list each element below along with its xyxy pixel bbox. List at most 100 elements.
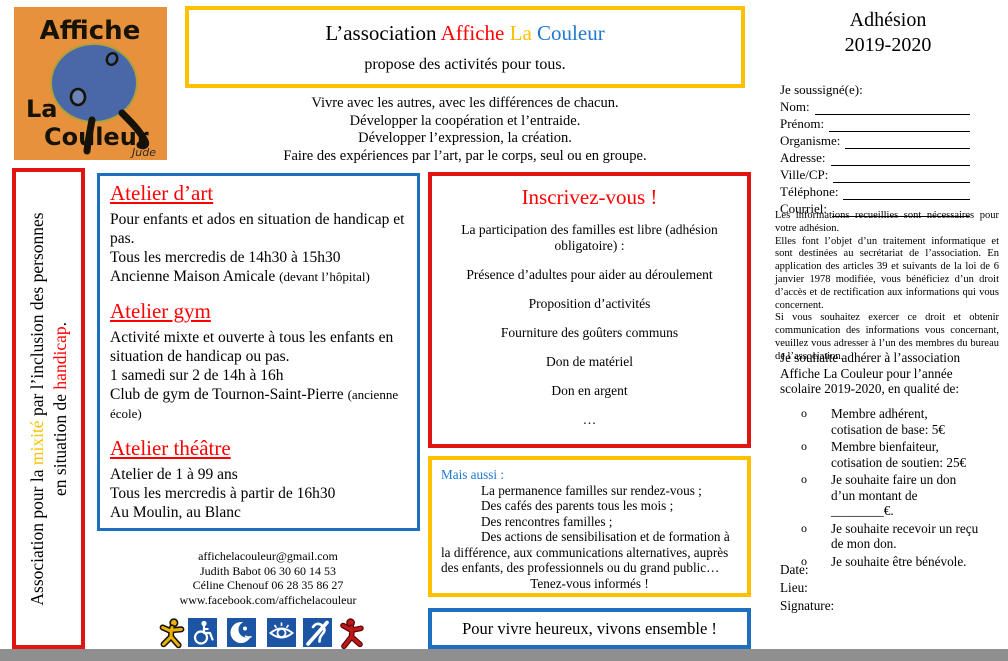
atelier-art-place: Ancienne Maison Amicale xyxy=(110,268,276,285)
mission-seg-mixite: mixité xyxy=(26,419,47,465)
field-row-adresse: Adresse: xyxy=(780,149,970,166)
field-row-organisme: Organisme: xyxy=(780,132,970,149)
contact-email: affichelacouleur@gmail.com xyxy=(198,549,338,563)
atelier-gym-line-3: Club de gym de Tournon-Saint-Pierre (anc… xyxy=(110,385,407,423)
contact-block: affichelacouleur@gmail.com Judith Babot … xyxy=(118,549,418,607)
inscription-item-7: … xyxy=(582,412,597,427)
membership-title: Adhésion 2019-2020 xyxy=(775,8,1001,58)
field-line-courriel xyxy=(831,204,970,217)
mission-seg-period: . xyxy=(49,321,70,326)
logo-word-affiche: Affiche xyxy=(40,16,141,46)
option-don: o Je souhaite faire un don d’un montant d… xyxy=(801,472,981,519)
option-text-2: Membre bienfaiteur, cotisation de soutie… xyxy=(831,439,967,470)
mais-aussi-item-3: Des rencontres familles ; xyxy=(481,513,613,529)
contact-phone-celine: Céline Chenouf 06 28 35 86 27 xyxy=(192,578,344,592)
atelier-art-line-3: Ancienne Maison Amicale (devant l’hôpita… xyxy=(110,267,407,286)
mais-aussi-item-2: Des cafés des parents tous les mois ; xyxy=(481,498,674,513)
mission-seg-4: en situation de xyxy=(49,393,70,496)
membership-options: o Membre adhérent, cotisation de base: 5€… xyxy=(801,406,981,571)
atelier-gym-line-2: 1 samedi sur 2 de 14h à 16h xyxy=(110,367,284,384)
legal-notice: Les informations recueillies sont nécess… xyxy=(775,210,999,364)
field-row-prenom: Prénom: xyxy=(780,115,970,132)
association-logo: Affiche La Couleur Jude xyxy=(14,7,167,160)
field-label-nom: Nom: xyxy=(780,99,810,114)
main-title: L’association Affiche La Couleur xyxy=(189,21,741,46)
title-part-couleur: Couleur xyxy=(537,21,605,45)
membership-form: Adhésion 2019-2020 Je soussigné(e): Nom:… xyxy=(775,0,1001,655)
title-part-affiche: Affiche xyxy=(440,21,505,45)
mais-aussi-label: Mais aussi : xyxy=(441,467,505,482)
cognitive-accessibility-icon xyxy=(227,618,256,652)
field-label-prenom: Prénom: xyxy=(780,116,825,131)
option-text-1: Membre adhérent, cotisation de base: 5€ xyxy=(831,406,945,437)
option-bullet: o xyxy=(801,472,807,486)
mission-line-1: Association pour la mixité par l’inclusi… xyxy=(26,172,49,645)
inscription-box: Inscrivez-vous ! La participation des fa… xyxy=(428,172,751,448)
option-bullet: o xyxy=(801,406,807,420)
mission-seg-3: par l’inclusion des personnes xyxy=(26,211,47,416)
mission-banner-text: Association pour la mixité par l’inclusi… xyxy=(26,172,72,645)
atelier-art-line-2: Tous les mercredis de 14h30 à 15h30 xyxy=(110,249,341,266)
atelier-gym-line-1: Activité mixte et ouverte à tous les enf… xyxy=(110,329,394,365)
field-row-telephone: Téléphone: xyxy=(780,183,970,200)
atelier-gym-place-note: (ancienne école) xyxy=(110,387,399,421)
atelier-gym-title: Atelier gym xyxy=(110,299,211,323)
atelier-theatre-line-1: Atelier de 1 à 99 ans xyxy=(110,466,238,483)
field-label-telephone: Téléphone: xyxy=(780,184,839,199)
contact-phone-judith: Judith Babot 06 30 60 14 53 xyxy=(199,563,336,578)
mission-banner: Association pour la mixité par l’inclusi… xyxy=(12,168,85,649)
mais-aussi-closing: Tenez-vous informés ! xyxy=(530,575,649,591)
option-text-5: Je souhaite être bénévole. xyxy=(831,553,967,569)
field-label-adresse: Adresse: xyxy=(780,150,826,165)
inscription-item-4: Fourniture des goûters communs xyxy=(500,325,679,340)
field-line-organisme xyxy=(845,136,970,149)
option-text-3: Je souhaite faire un don d’un montant de… xyxy=(831,472,957,518)
hearing-impairment-icon xyxy=(303,618,332,652)
atelier-gym-place: Club de gym de Tournon-Saint-Pierre xyxy=(110,386,344,403)
field-line-telephone xyxy=(843,187,970,200)
inscription-title: Inscrivez-vous ! xyxy=(521,185,658,209)
field-line-prenom xyxy=(829,119,970,132)
mais-aussi-item-1: La permanence familles sur rendez-vous ; xyxy=(481,482,702,498)
haring-figure-yellow-icon xyxy=(158,618,186,655)
option-bullet: o xyxy=(801,520,807,535)
signature-label: Signature: xyxy=(780,598,835,613)
membership-title-line-1: Adhésion xyxy=(849,9,927,31)
intro-line-3: Développer l’expression, la création. xyxy=(358,130,572,146)
mission-seg-1: Association pour la xyxy=(26,469,47,606)
bottom-gray-bar xyxy=(0,649,1008,661)
field-line-adresse xyxy=(830,153,970,166)
logo-word-la: La xyxy=(26,95,58,123)
slogan-box: Pour vivre heureux, vivons ensemble ! xyxy=(428,608,751,649)
option-text-4: Je souhaite recevoir un reçu de mon don. xyxy=(831,520,979,552)
lieu-label: Lieu: xyxy=(780,580,808,595)
option-membre-bienfaiteur: o Membre bienfaiteur, cotisation de souti… xyxy=(801,439,981,470)
atelier-theatre-title: Atelier théâtre xyxy=(110,436,231,460)
contact-facebook: www.facebook.com/affichelacouleur xyxy=(179,592,357,607)
field-row-courriel: Courriel: xyxy=(780,200,970,217)
intro-line-2: Développer la coopération et l’entraide. xyxy=(349,112,581,129)
option-membre-adherent: o Membre adhérent, cotisation de base: 5€ xyxy=(801,406,981,437)
subtitle: propose des activités pour tous. xyxy=(364,56,566,73)
atelier-art-section: Atelier d’art Pour enfants et ados en si… xyxy=(110,181,407,286)
membership-fields: Je soussigné(e): Nom: Prénom: Organisme:… xyxy=(780,82,970,217)
title-box: L’association Affiche La Couleur propose… xyxy=(185,6,745,88)
field-label-villecp: Ville/CP: xyxy=(780,167,829,182)
inscription-item-5: Don de matériel xyxy=(546,354,633,369)
atelier-art-title: Atelier d’art xyxy=(110,181,214,205)
legal-paragraph-1: Les informations recueillies sont nécess… xyxy=(775,210,999,234)
logo-word-couleur: Couleur xyxy=(44,123,149,151)
intro-text: Vivre avec les autres, avec les différen… xyxy=(185,95,745,165)
field-line-villecp xyxy=(833,170,970,183)
membership-footer: Date: Lieu: Signature: xyxy=(780,561,834,615)
haring-figure-red-icon xyxy=(337,618,366,655)
inscription-item-3: Proposition d’activités xyxy=(528,296,651,311)
option-bullet: o xyxy=(801,439,807,453)
intro-line-4: Faire des expériences par l’art, par le … xyxy=(283,147,647,164)
field-line-nom xyxy=(814,102,970,115)
atelier-theatre-line-2: Tous les mercredis à partir de 16h30 xyxy=(110,485,336,502)
title-part-la: La xyxy=(509,21,532,45)
mais-aussi-box: Mais aussi : La permanence familles sur … xyxy=(428,456,751,597)
option-bullet: o xyxy=(801,553,807,568)
